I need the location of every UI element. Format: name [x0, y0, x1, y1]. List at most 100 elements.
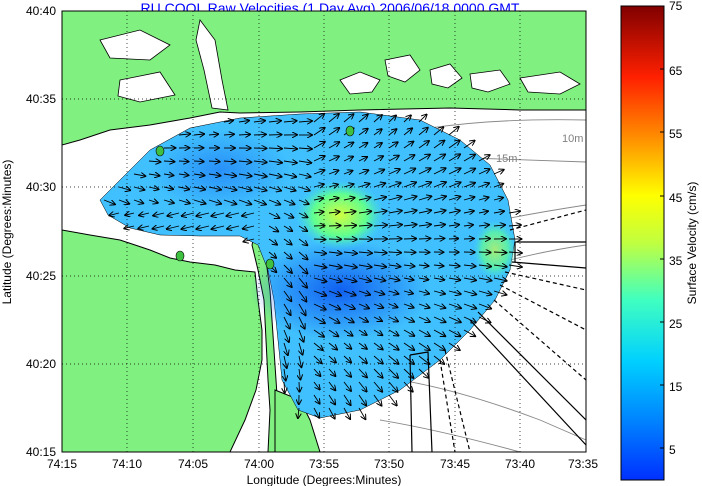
velocity-arrow	[463, 278, 476, 280]
velocity-arrow	[388, 304, 398, 307]
station-marker	[155, 145, 165, 157]
velocity-arrow	[343, 198, 355, 200]
velocity-arrow	[343, 114, 353, 123]
velocity-arrow	[508, 225, 521, 226]
velocity-arrow	[403, 182, 416, 188]
velocity-arrow	[433, 265, 444, 266]
velocity-arrow	[403, 329, 414, 336]
station-marker	[265, 258, 275, 270]
colorbar: 75 65 55 45 35 25 15 5 Surface Velocity …	[620, 0, 699, 481]
velocity-arrow	[208, 161, 220, 162]
velocity-arrow	[163, 174, 173, 175]
velocity-arrow	[403, 291, 413, 294]
velocity-arrow	[493, 170, 504, 174]
velocity-arrow	[328, 265, 342, 268]
velocity-arrow	[328, 226, 341, 227]
velocity-arrow	[343, 290, 356, 295]
depth-contours	[379, 119, 586, 452]
velocity-arrow	[358, 316, 368, 322]
velocity-arrow	[478, 197, 489, 200]
velocity-arrow	[268, 251, 276, 258]
velocity-arrow	[178, 200, 190, 203]
velocity-arrow	[283, 277, 292, 287]
velocity-arrow	[463, 316, 476, 322]
velocity-arrow	[373, 183, 385, 187]
colorbar-label: Surface Velocity (cm/s)	[685, 182, 699, 305]
velocity-arrow	[196, 226, 210, 229]
velocity-arrow	[493, 252, 506, 253]
velocity-arrow	[463, 197, 474, 200]
velocity-arrow	[388, 355, 399, 364]
velocity-arrow	[328, 252, 342, 254]
velocity-arrow	[178, 174, 188, 175]
velocity-arrow	[418, 304, 430, 308]
velocity-arrow	[448, 329, 460, 336]
bay-islands	[99, 19, 581, 111]
velocity-arrow	[211, 213, 225, 216]
velocity-arrow	[388, 278, 400, 280]
velocity-arrow	[418, 291, 429, 294]
x-tick-labels: 74:15 74:10 74:05 74:00 73:55 73:50 73:4…	[47, 457, 598, 471]
velocity-arrow	[167, 213, 180, 216]
velocity-arrow	[463, 265, 476, 266]
x-axis-label: Longitude (Degrees:Minutes)	[247, 473, 402, 486]
velocity-arrow	[253, 121, 265, 122]
velocity-arrow	[227, 226, 240, 229]
velocity-arrow	[373, 252, 387, 253]
velocity-arrow	[133, 200, 143, 203]
velocity-arrow	[328, 278, 342, 282]
velocity-arrow	[463, 303, 476, 308]
velocity-arrow	[448, 225, 459, 226]
depth-label-15m: 15m	[496, 153, 517, 165]
y-tick-label: 40:35	[26, 92, 56, 106]
velocity-arrow	[463, 183, 475, 188]
velocity-arrow	[193, 174, 205, 176]
velocity-arrow	[298, 148, 312, 149]
velocity-arrow	[212, 226, 225, 229]
velocity-arrow	[403, 155, 414, 162]
velocity-arrow	[388, 329, 398, 336]
velocity-arrow	[313, 355, 322, 363]
velocity-arrow	[268, 225, 278, 231]
velocity-arrow	[388, 252, 401, 253]
velocity-arrow	[298, 277, 307, 288]
velocity-arrow	[403, 128, 412, 136]
velocity-arrow	[418, 316, 430, 322]
velocity-arrow	[493, 184, 503, 187]
velocity-arrow	[283, 238, 292, 245]
velocity-arrow	[493, 198, 503, 200]
x-tick-label: 74:00	[244, 457, 274, 471]
velocity-arrow	[358, 115, 368, 123]
velocity-arrow	[328, 142, 339, 149]
velocity-arrow	[418, 168, 431, 175]
velocity-arrow	[373, 197, 386, 200]
velocity-arrow	[388, 381, 398, 392]
velocity-arrow	[418, 182, 431, 188]
velocity-arrow	[283, 316, 290, 329]
velocity-arrow	[313, 239, 325, 240]
velocity-arrow	[133, 174, 145, 176]
velocity-arrow	[418, 368, 429, 378]
velocity-arrow	[208, 200, 221, 204]
velocity-arrow	[433, 196, 446, 200]
velocity-arrow	[313, 142, 325, 149]
velocity-arrow	[403, 239, 416, 240]
colorbar-tick-label: 35	[669, 254, 683, 268]
colorbar-tick-label: 15	[669, 380, 683, 394]
velocity-arrow	[103, 199, 115, 204]
velocity-arrow	[358, 211, 371, 213]
velocity-arrow	[463, 329, 475, 336]
velocity-arrow	[343, 407, 350, 419]
velocity-arrow	[298, 303, 306, 315]
velocity-arrow	[388, 225, 402, 226]
velocity-arrow	[328, 316, 339, 323]
velocity-arrow	[358, 225, 372, 226]
velocity-arrow	[244, 239, 255, 242]
velocity-arrow	[328, 128, 339, 136]
velocity-arrow	[313, 170, 324, 174]
velocity-arrow	[298, 187, 310, 191]
velocity-arrow	[388, 142, 398, 149]
velocity-arrow	[403, 169, 415, 175]
velocity-arrow	[313, 342, 323, 350]
